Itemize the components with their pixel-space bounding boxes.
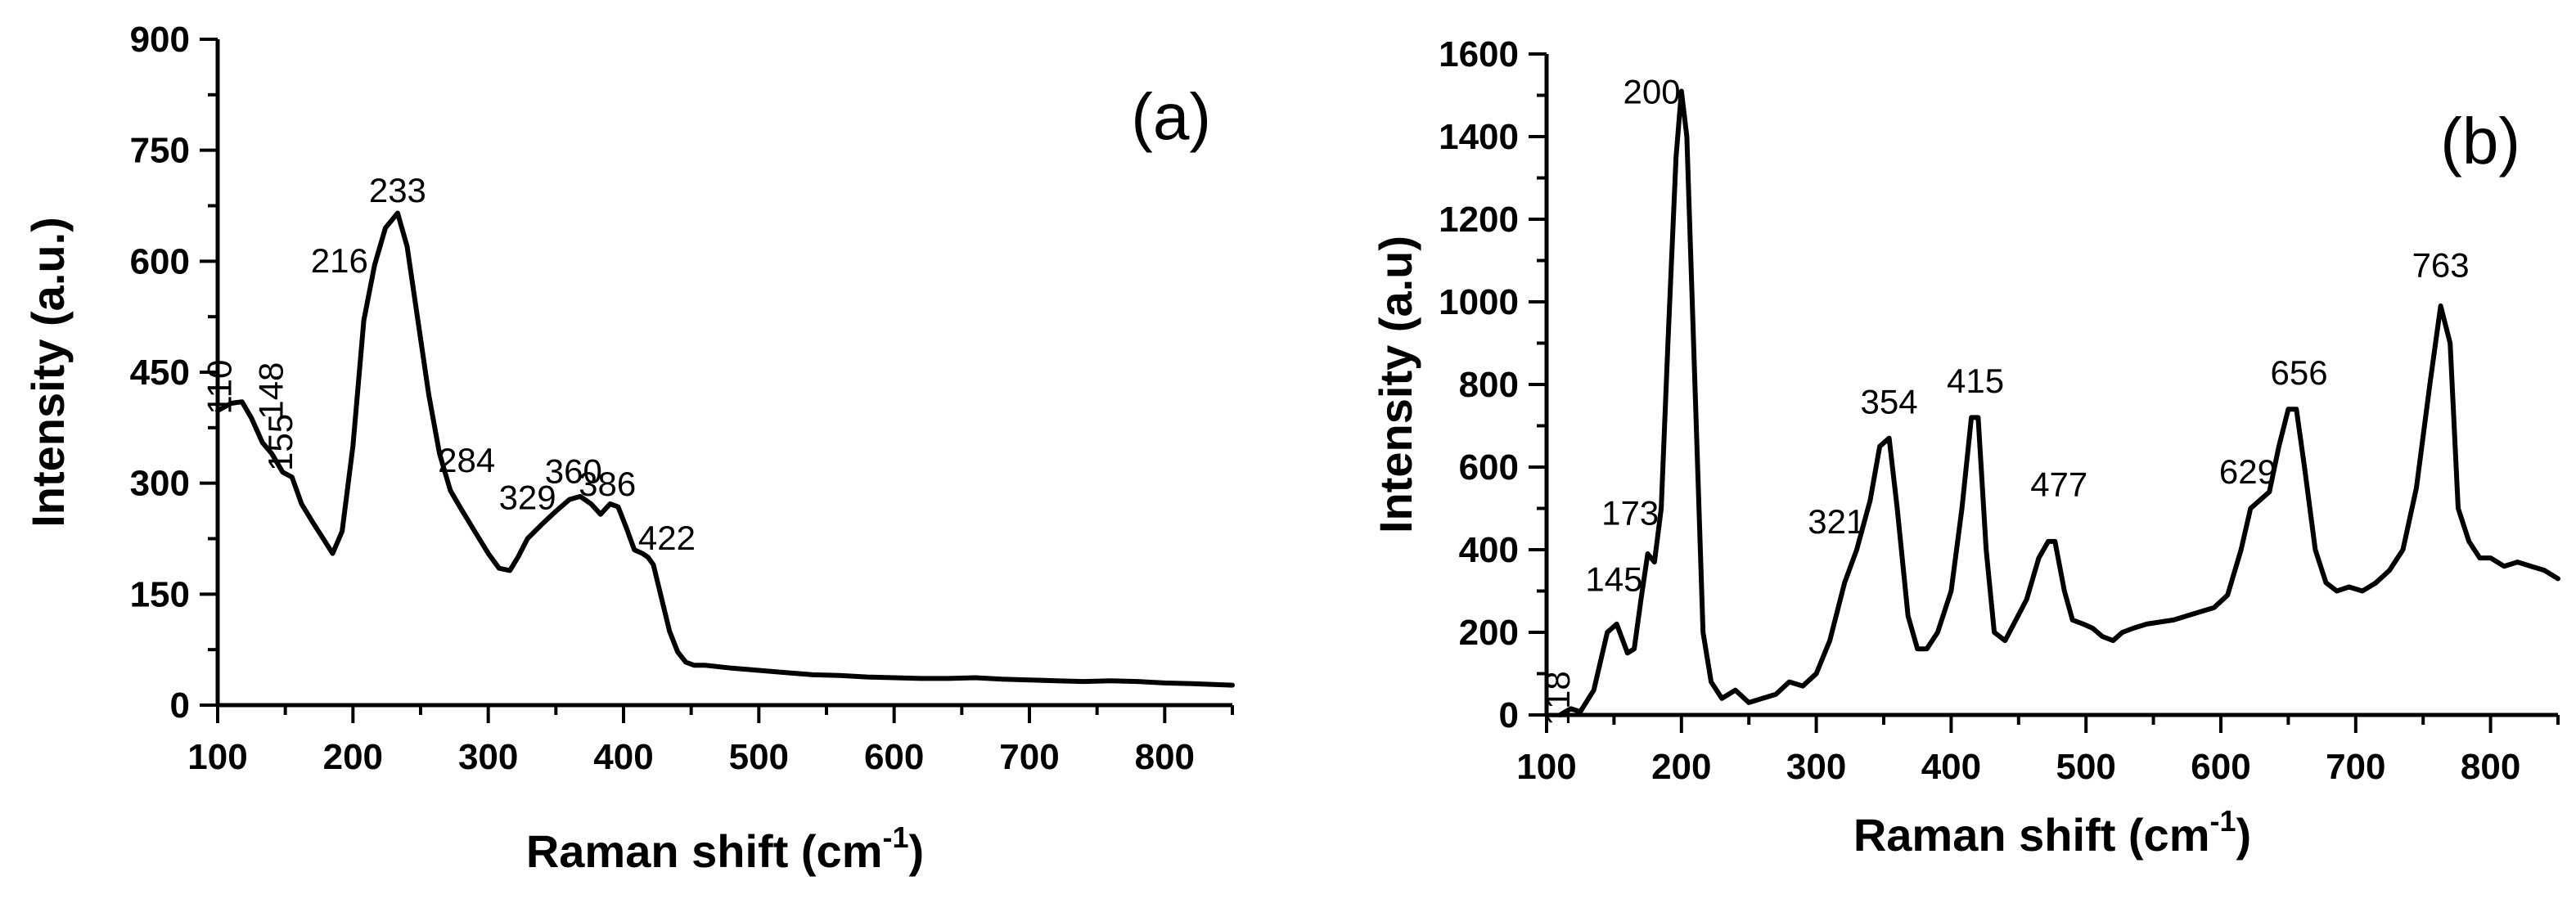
chart-b-peak-label: 200	[1624, 73, 1681, 111]
chart-panel-a: 100 200 300 400 500 600 700 800 0 150 300 450 600 750…	[22, 20, 1235, 877]
chart-b-y-tick-label: 0	[1499, 695, 1519, 735]
chart-b-x-axis-title-main: Raman shift (cm	[1853, 809, 2210, 861]
chart-a-x-tick-label: 800	[1135, 737, 1195, 777]
chart-b-peak-label: 145	[1585, 560, 1642, 599]
chart-b-peak-label: 118	[1538, 671, 1577, 726]
chart-a-peak-label: 110	[200, 360, 239, 415]
chart-a-y-tick-label: 900	[130, 20, 190, 60]
chart-b-y-tick-label: 600	[1459, 447, 1519, 488]
chart-b-y-tick-label: 200	[1459, 613, 1519, 653]
chart-a-panel-label: (a)	[1131, 80, 1211, 153]
chart-a-peak-label: 360	[545, 452, 602, 491]
chart-a-peak-label: 233	[369, 171, 426, 209]
chart-a-x-tick-label: 200	[323, 737, 383, 777]
chart-a-y-tick-label: 300	[130, 464, 190, 504]
chart-a-x-tick-label: 500	[729, 737, 789, 777]
chart-a-y-tick-label: 150	[130, 574, 190, 614]
chart-a-peak-label: 216	[311, 241, 368, 280]
chart-b-peak-label: 477	[2030, 465, 2087, 503]
chart-b-y-axis-title: Intensity (a.u)	[1370, 236, 1421, 533]
chart-a-y-tick-label: 750	[130, 131, 190, 171]
chart-a-x-axis-title: Raman shift (cm-1)	[526, 820, 924, 877]
chart-a-y-tick-label: 450	[130, 353, 190, 393]
chart-b-x-axis-title: Raman shift (cm-1)	[1853, 804, 2251, 861]
chart-a-peak-label: 386	[579, 465, 636, 503]
chart-b-spectrum-line	[1557, 88, 2560, 717]
chart-a-x-tick-label: 300	[458, 737, 518, 777]
chart-a-peak-label: 284	[438, 441, 495, 479]
chart-a-peak-label: 329	[499, 478, 556, 516]
chart-a-x-tick-label: 400	[593, 737, 653, 777]
chart-b-y-tick-label: 1200	[1439, 200, 1519, 240]
chart-b-x-axis-title-end: )	[2236, 809, 2252, 861]
chart-b-y-tick-label: 1400	[1439, 117, 1519, 157]
chart-b-x-tick-label: 600	[2191, 747, 2250, 787]
chart-a-x-tick-label: 600	[864, 737, 924, 777]
chart-b-x-tick-label: 700	[2326, 747, 2385, 787]
chart-b-y-tick-label: 800	[1459, 365, 1519, 405]
chart-a-peak-label: 422	[638, 519, 696, 557]
chart-b-peak-label: 354	[1861, 382, 1918, 420]
chart-a-x-tick-label: 100	[187, 737, 247, 777]
chart-b-x-tick-label: 800	[2461, 747, 2520, 787]
chart-b-peak-label: 321	[1808, 502, 1865, 541]
chart-a-x-tick-label: 700	[999, 737, 1059, 777]
chart-b-peak-label: 173	[1601, 494, 1659, 533]
chart-panel-b: 100 200 300 400 500 600 700 800 0 200 400 600 800 100…	[1370, 34, 2560, 861]
chart-a-peak-label: 148	[251, 362, 290, 420]
chart-b-peak-label: 629	[2219, 452, 2277, 491]
chart-b-peak-label: 763	[2412, 246, 2470, 285]
chart-b-peak-label: 656	[2271, 353, 2328, 392]
chart-a-x-axis-title-end: )	[909, 825, 925, 877]
chart-b-x-tick-label: 200	[1651, 747, 1711, 787]
chart-b-x-tick-label: 400	[1921, 747, 1981, 787]
chart-b-y-tick-label: 400	[1459, 530, 1519, 570]
chart-a-y-axis-title: Intensity (a.u.)	[22, 217, 74, 528]
chart-b-x-tick-label: 300	[1786, 747, 1846, 787]
chart-b-y-tick-label: 1600	[1439, 34, 1519, 74]
chart-a-y-tick-label: 0	[170, 685, 190, 726]
chart-b-panel-label: (b)	[2440, 105, 2520, 178]
chart-a-x-axis-title-main: Raman shift (cm	[526, 825, 883, 877]
chart-b-x-axis-title-sup: -1	[2209, 804, 2236, 838]
chart-a-peak-label: 155	[261, 414, 299, 471]
chart-b-y-tick-label: 1000	[1439, 282, 1519, 322]
chart-a-spectrum-line	[215, 210, 1235, 688]
chart-a-x-axis-title-sup: -1	[882, 820, 908, 854]
chart-b-x-tick-label: 100	[1516, 747, 1576, 787]
chart-b-peak-label: 415	[1947, 362, 2004, 400]
chart-b-x-tick-label: 500	[2056, 747, 2115, 787]
chart-a-y-tick-label: 600	[130, 241, 190, 281]
